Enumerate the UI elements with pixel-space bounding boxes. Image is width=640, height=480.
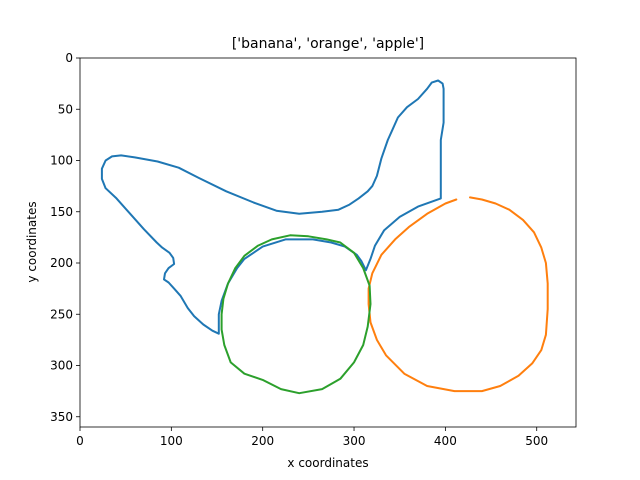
x-tick-label: 400 bbox=[434, 434, 457, 448]
x-tick-label: 0 bbox=[76, 434, 84, 448]
chart-title: ['banana', 'orange', 'apple'] bbox=[232, 36, 424, 52]
y-tick-label: 200 bbox=[50, 256, 73, 270]
y-tick-label: 0 bbox=[65, 51, 73, 65]
y-axis-label: y coordinates bbox=[25, 201, 39, 282]
plot-area bbox=[100, 79, 549, 395]
y-tick-label: 250 bbox=[50, 307, 73, 321]
x-tick-label: 300 bbox=[343, 434, 366, 448]
series-line-banana bbox=[100, 79, 445, 335]
y-tick-label: 300 bbox=[50, 359, 73, 373]
x-axis: 0 100 200 300 400 500 bbox=[76, 427, 548, 448]
y-tick-label: 50 bbox=[58, 102, 73, 116]
y-tick-label: 350 bbox=[50, 410, 73, 424]
y-tick-label: 100 bbox=[50, 154, 73, 168]
x-axis-label: x coordinates bbox=[287, 456, 368, 470]
series-line-apple bbox=[220, 234, 372, 395]
x-tick-label: 200 bbox=[251, 434, 274, 448]
y-tick-label: 150 bbox=[50, 205, 73, 219]
x-tick-label: 500 bbox=[525, 434, 548, 448]
plot-frame bbox=[79, 57, 577, 428]
x-tick-label: 100 bbox=[160, 434, 183, 448]
series-line-orange bbox=[367, 196, 549, 393]
y-axis: 0 50 100 150 200 250 300 350 bbox=[50, 51, 80, 424]
